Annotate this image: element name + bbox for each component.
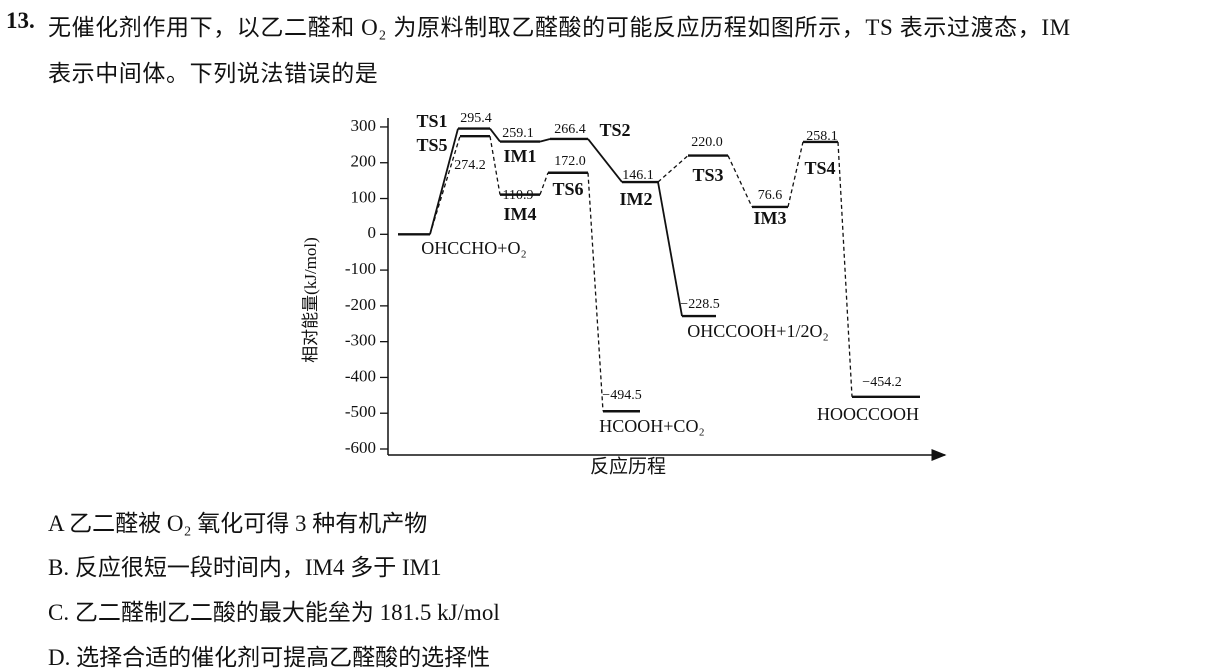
option: B. 反应很短一段时间内，IM4 多于 IM1: [48, 555, 442, 580]
connector: [657, 181, 683, 317]
level-name: IM3: [754, 208, 787, 228]
question-text: 无催化剂作用下，以乙二醛和 O₂ 为原料制取乙醛酸的可能反应历程如图所示，TS …: [48, 15, 1071, 40]
level-name: TS6: [552, 179, 583, 199]
value-label: 259.1: [502, 126, 534, 141]
value-label: 146.1: [622, 168, 654, 183]
option: C. 乙二醛制乙二酸的最大能垒为 181.5 kJ/mol: [48, 600, 500, 625]
value-label: −228.5: [680, 297, 719, 312]
value-label: −454.2: [862, 375, 901, 390]
level-name: IM1: [504, 146, 537, 166]
level-name: OHCCOOH+1/2O₂: [687, 321, 828, 341]
level-name: TS1: [416, 111, 447, 131]
level-name: IM4: [504, 204, 537, 224]
level-name: TS3: [692, 165, 723, 185]
connector: [727, 155, 753, 208]
level-name: TS5: [416, 135, 447, 155]
connector: [587, 172, 604, 412]
level-name: OHCCHO+O₂: [421, 238, 526, 258]
connector: [837, 141, 853, 397]
value-label: 266.4: [554, 122, 586, 137]
y-tick-label: -200: [345, 295, 376, 314]
level-name: HOOCCOOH: [817, 404, 919, 424]
y-tick-label: 100: [351, 187, 377, 206]
value-label: 258.1: [806, 129, 838, 144]
value-label: 220.0: [691, 135, 723, 150]
value-label: 172.0: [554, 154, 586, 169]
y-tick-label: -300: [345, 331, 376, 350]
y-tick-label: 300: [351, 116, 377, 135]
value-label: 274.2: [454, 158, 486, 173]
connector: [489, 128, 501, 143]
connector: [489, 136, 501, 195]
connector: [587, 138, 623, 183]
y-tick-label: 0: [368, 223, 377, 242]
value-label: 76.6: [758, 188, 783, 203]
y-tick-label: -400: [345, 366, 376, 385]
connector: [657, 155, 689, 183]
option: D. 选择合适的催化剂可提高乙醛酸的选择性: [48, 645, 491, 670]
option: A 乙二醛被 O₂ 氧化可得 3 种有机产物: [48, 511, 428, 536]
x-axis-label: 反应历程: [590, 455, 666, 477]
level-name: IM2: [620, 189, 653, 209]
connector: [539, 172, 549, 195]
y-tick-label: -600: [345, 438, 376, 457]
level-name: TS4: [804, 158, 835, 178]
y-tick-label: -500: [345, 402, 376, 421]
question-number: 13.: [6, 8, 35, 33]
connector: [429, 135, 461, 235]
connector: [787, 141, 804, 208]
y-tick-label: 200: [351, 152, 377, 171]
level-name: TS2: [599, 120, 630, 140]
y-axis-label: 相对能量(kJ/mol): [301, 237, 320, 363]
connector: [539, 138, 551, 143]
level-name: HCOOH+CO₂: [599, 416, 704, 436]
connector: [429, 128, 459, 235]
value-label: 295.4: [460, 111, 492, 126]
question-text: 表示中间体。下列说法错误的是: [48, 61, 379, 86]
value-label: −494.5: [602, 388, 641, 403]
y-tick-label: -100: [345, 259, 376, 278]
value-label: 110.9: [503, 188, 534, 203]
